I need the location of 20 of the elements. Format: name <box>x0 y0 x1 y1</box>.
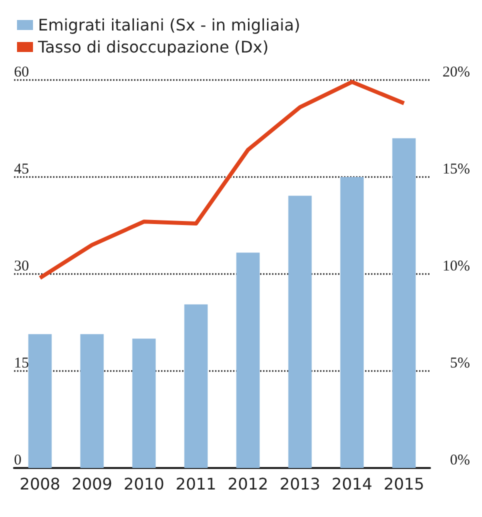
y-tick-label: 45 <box>14 162 29 178</box>
x-tick-label: 2009 <box>72 474 112 494</box>
y2-tick-label: 20% <box>442 64 470 80</box>
x-tick-label: 2010 <box>124 474 164 494</box>
x-tick-label: 2011 <box>176 474 216 494</box>
y-tick-label: 60 <box>14 64 29 80</box>
y-tick-label: 15 <box>14 356 29 372</box>
x-tick-label: 2008 <box>20 474 60 494</box>
y2-tick-label: 0% <box>450 452 470 468</box>
x-tick-label: 2015 <box>384 474 424 494</box>
x-tick-label: 2012 <box>228 474 268 494</box>
y2-tick-label: 5% <box>450 356 470 372</box>
y-tick-label: 30 <box>14 258 29 274</box>
y2-tick-label: 15% <box>442 162 470 178</box>
y2-tick-label: 10% <box>442 258 470 274</box>
legend-label: Emigrati italiani (Sx - in migliaia) <box>38 16 300 34</box>
x-tick-label: 2014 <box>332 474 372 494</box>
x-tick-label: 2013 <box>280 474 320 494</box>
legend-label: Tasso di disoccupazione (Dx) <box>37 38 269 56</box>
y-tick-label: 0 <box>14 452 22 468</box>
